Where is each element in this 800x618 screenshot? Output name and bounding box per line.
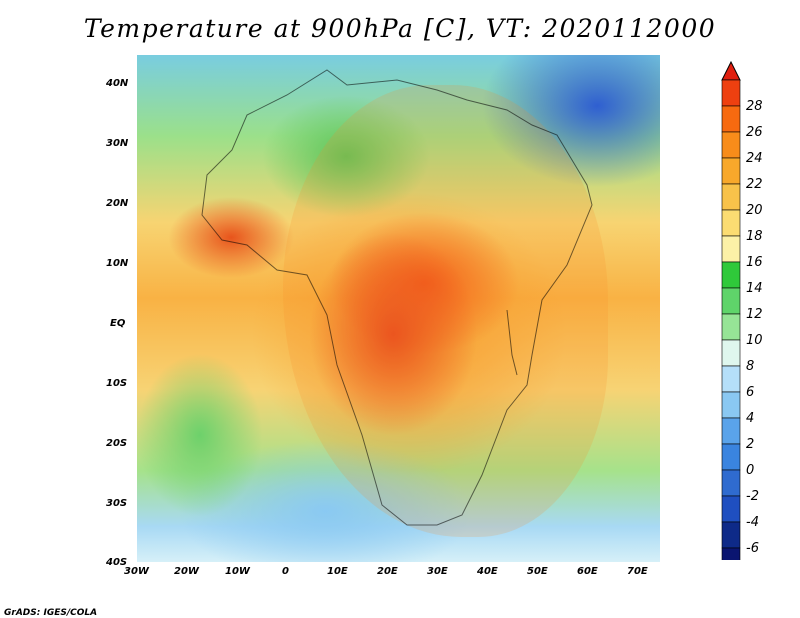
colorbar-swatch	[721, 547, 741, 560]
temperature-map	[137, 55, 660, 562]
lat-label: 30N	[106, 138, 129, 149]
colorbar-swatch	[721, 443, 741, 471]
lon-label: 40E	[477, 566, 498, 577]
map-title: Temperature at 900hPa [C], VT: 202011200…	[83, 14, 717, 43]
lon-label: 20W	[174, 566, 199, 577]
colorbar-level-label: 18	[746, 229, 763, 244]
colorbar-swatch	[721, 365, 741, 393]
colorbar-level-label: -2	[746, 489, 759, 504]
colorbar-swatch	[721, 157, 741, 185]
colorbar-swatch	[721, 469, 741, 497]
lon-label: 0	[282, 566, 289, 577]
map-grid	[201, 69, 593, 526]
colorbar-swatch	[721, 391, 741, 419]
colorbar-level-label: 14	[746, 281, 763, 296]
colorbar-swatch	[721, 313, 741, 341]
colorbar-level-label: -4	[746, 515, 759, 530]
land-overlay	[283, 85, 608, 537]
lon-label: 70E	[627, 566, 648, 577]
colorbar-swatch	[721, 261, 741, 289]
lat-label: 40S	[106, 557, 128, 568]
lon-label: 30E	[427, 566, 448, 577]
colorbar-level-label: 26	[746, 125, 763, 140]
colorbar-level-label: 16	[746, 255, 763, 270]
lon-label: 60E	[577, 566, 598, 577]
lat-label: 30S	[106, 498, 128, 509]
colorbar-level-label: -6	[746, 541, 759, 556]
colorbar-swatch	[721, 131, 741, 159]
lat-label: 40N	[106, 78, 129, 89]
colorbar-level-label: 6	[746, 385, 754, 400]
lat-label: EQ	[110, 318, 126, 329]
lat-label: 10S	[106, 378, 128, 389]
colorbar-swatch	[721, 79, 741, 107]
colorbar-level-label: 12	[746, 307, 763, 322]
colorbar-swatch	[721, 417, 741, 445]
colorbar-swatch	[721, 183, 741, 211]
colorbar-level-label: 28	[746, 99, 763, 114]
lat-label: 10N	[106, 258, 129, 269]
colorbar-level-label: 24	[746, 151, 763, 166]
lake-outline	[506, 309, 518, 376]
lon-label: 20E	[377, 566, 398, 577]
lon-label: 30W	[124, 566, 149, 577]
colorbar-swatch	[721, 287, 741, 315]
lon-label: 50E	[527, 566, 548, 577]
lat-label: 20N	[106, 198, 129, 209]
lon-label: 10E	[327, 566, 348, 577]
lon-label: 10W	[225, 566, 250, 577]
colorbar-level-label: 10	[746, 333, 763, 348]
colorbar-swatch	[721, 521, 741, 549]
colorbar-swatch	[721, 105, 741, 133]
colorbar-level-label: 22	[746, 177, 763, 192]
colorbar-level-label: 4	[746, 411, 754, 426]
colorbar-swatch	[721, 339, 741, 367]
colorbar-level-label: 8	[746, 359, 754, 374]
grads-credit: GrADS: IGES/COLA	[4, 608, 98, 618]
colorbar-level-label: 20	[746, 203, 763, 218]
colorbar-level-label: 2	[746, 437, 754, 452]
africa-outline	[201, 69, 593, 526]
colorbar-swatch	[721, 235, 741, 263]
colorbar-swatch	[721, 209, 741, 237]
colorbar-swatch	[721, 495, 741, 523]
colorbar-top-cap	[721, 60, 741, 81]
colorbar-level-label: 0	[746, 463, 754, 478]
lat-label: 20S	[106, 438, 128, 449]
